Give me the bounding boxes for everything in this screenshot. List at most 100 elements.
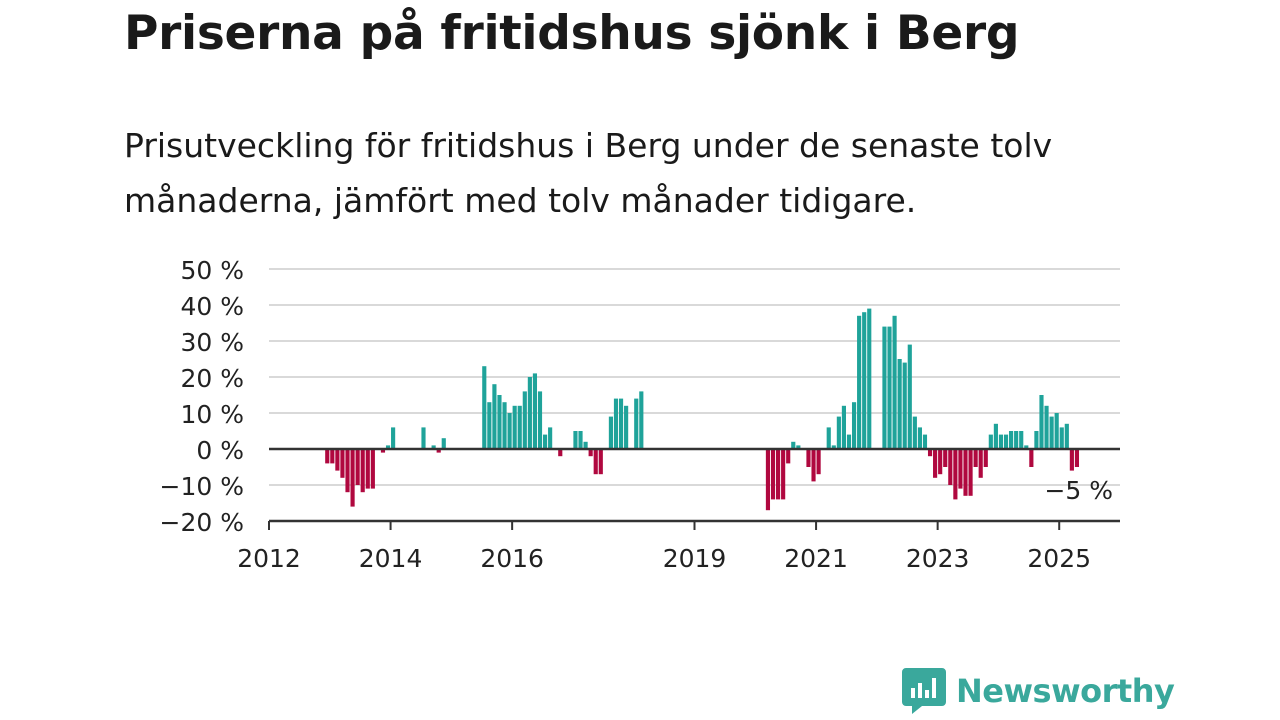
bar-chart: −20 % −10 % 0 % 10 % 20 % 30 % 40 % 50 % 2012 201… xyxy=(160,256,1120,573)
bar xyxy=(826,427,831,449)
bar xyxy=(907,344,912,449)
bar xyxy=(558,449,563,457)
bar xyxy=(497,395,502,449)
bar xyxy=(978,449,983,478)
newsworthy-logo: Newsworthy xyxy=(902,668,1175,714)
bar xyxy=(993,423,998,449)
bar xyxy=(548,427,553,449)
bar xyxy=(892,315,897,449)
bar xyxy=(1064,423,1069,449)
bar xyxy=(922,434,928,449)
bar xyxy=(938,449,943,475)
bar xyxy=(573,431,578,449)
bar xyxy=(973,449,978,467)
bar xyxy=(887,326,892,449)
bar xyxy=(1039,395,1044,449)
bar xyxy=(1019,431,1024,449)
bar xyxy=(841,405,846,449)
bar xyxy=(618,398,624,449)
bar xyxy=(380,449,386,453)
x-tick-label: 2012 xyxy=(237,544,301,573)
bar xyxy=(512,405,517,449)
bar xyxy=(517,405,522,449)
bar xyxy=(846,434,852,449)
bar xyxy=(391,427,396,449)
bar xyxy=(527,377,532,449)
chart-title: Priserna på fritidshus sjönk i Berg xyxy=(124,6,1020,61)
bar xyxy=(608,416,613,449)
gridlines xyxy=(269,268,1120,486)
bar xyxy=(441,438,446,449)
y-tick-label: −20 % xyxy=(160,508,244,537)
bar xyxy=(776,449,781,500)
bar xyxy=(350,449,355,507)
bar xyxy=(958,449,963,489)
axes xyxy=(268,447,1120,530)
y-tick-label: 10 % xyxy=(180,400,244,429)
bar xyxy=(1074,449,1080,467)
bar xyxy=(431,445,436,449)
bar xyxy=(917,427,922,449)
bar xyxy=(836,416,841,449)
bar xyxy=(370,449,375,489)
bar xyxy=(857,315,862,449)
y-tick-label: 20 % xyxy=(180,364,244,393)
bar xyxy=(502,402,507,449)
bar xyxy=(639,391,644,449)
bar xyxy=(340,449,345,478)
bar xyxy=(862,312,867,449)
bar xyxy=(796,445,801,449)
bar xyxy=(1029,449,1034,467)
bar xyxy=(1014,431,1019,449)
x-tick-label: 2025 xyxy=(1027,544,1091,573)
bar xyxy=(953,449,958,500)
bar xyxy=(831,445,836,449)
bar xyxy=(1069,449,1074,471)
bar xyxy=(345,449,350,493)
bar xyxy=(770,449,776,500)
bar xyxy=(537,391,543,449)
bar xyxy=(943,449,948,467)
bar xyxy=(1044,405,1049,449)
bar xyxy=(634,398,639,449)
bar xyxy=(1009,431,1014,449)
x-tick-label: 2014 xyxy=(359,544,423,573)
bar xyxy=(583,441,588,449)
bar xyxy=(927,449,933,457)
bar xyxy=(421,427,426,449)
bar xyxy=(912,416,917,449)
bar xyxy=(330,449,335,464)
bar xyxy=(983,449,988,467)
bar xyxy=(532,373,538,449)
y-tick-label: 50 % xyxy=(180,256,244,285)
bar xyxy=(588,449,593,457)
bar xyxy=(436,449,441,453)
bar xyxy=(1059,427,1064,449)
bar xyxy=(781,449,786,500)
chart-subtitle: Prisutveckling för fritidshus i Berg und… xyxy=(124,126,1053,220)
bar xyxy=(522,391,527,449)
bar xyxy=(1049,416,1054,449)
y-tick-label: 0 % xyxy=(196,436,244,465)
bar xyxy=(613,398,619,449)
bar xyxy=(492,384,497,449)
bar xyxy=(624,405,629,449)
y-tick-label: −10 % xyxy=(160,472,244,501)
bar xyxy=(542,434,548,449)
bar xyxy=(786,449,791,464)
bar xyxy=(385,445,391,449)
bar xyxy=(365,449,370,489)
bar xyxy=(578,431,583,449)
bars xyxy=(325,308,1080,511)
bar xyxy=(598,449,603,475)
y-tick-label: 30 % xyxy=(180,328,244,357)
bar xyxy=(1054,413,1059,449)
bar xyxy=(1034,431,1039,449)
bar xyxy=(867,308,872,449)
bar xyxy=(816,449,821,475)
x-tick-label: 2019 xyxy=(663,544,727,573)
bar xyxy=(593,449,598,475)
bar xyxy=(507,413,512,449)
newsworthy-logo-icon xyxy=(902,668,946,714)
labels: −20 % −10 % 0 % 10 % 20 % 30 % 40 % 50 % 2012 201… xyxy=(160,256,1113,573)
